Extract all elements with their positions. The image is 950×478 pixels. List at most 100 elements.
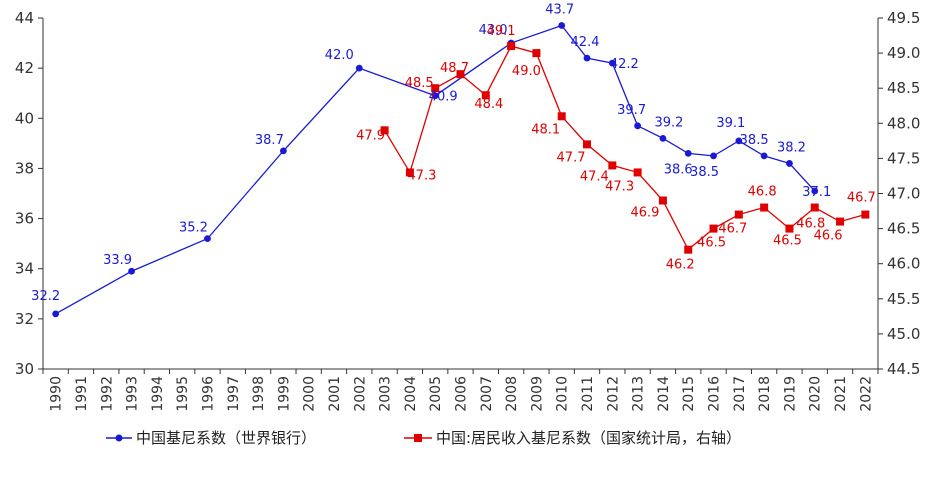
data-point-1-2016 <box>709 224 718 233</box>
data-point-0-1999 <box>279 147 287 155</box>
data-label-1-2015: 46.2 <box>666 258 695 273</box>
x-axis-tick-label: 2022 <box>858 376 874 412</box>
right-axis-tick-label: 44.5 <box>887 360 920 378</box>
x-axis-tick-label: 2015 <box>681 376 697 412</box>
data-point-0-2020 <box>811 187 819 195</box>
data-label-1-2020: 46.8 <box>796 217 825 232</box>
data-point-1-2008 <box>507 42 516 51</box>
right-axis-tick-label: 48.0 <box>887 114 920 132</box>
data-label-0-2017: 39.1 <box>716 116 745 131</box>
data-point-1-2009 <box>532 49 541 58</box>
x-axis-tick-label: 2019 <box>782 376 798 412</box>
right-axis-tick-label: 49.0 <box>887 44 920 62</box>
data-point-0-2016 <box>710 152 717 160</box>
data-point-0-2012 <box>608 59 616 67</box>
data-label-0-2010: 43.7 <box>545 3 574 18</box>
x-axis-tick-label: 1996 <box>200 376 216 412</box>
data-point-1-2020 <box>810 203 819 212</box>
data-label-1-2016: 46.5 <box>697 236 726 251</box>
right-axis-tick-label: 47.0 <box>887 185 920 203</box>
x-axis-tick-label: 2003 <box>378 376 394 412</box>
x-axis-tick-label: 2014 <box>656 376 672 412</box>
data-point-0-2018 <box>760 152 768 160</box>
data-point-0-2013 <box>634 122 642 130</box>
x-axis-tick-label: 2002 <box>352 376 368 412</box>
data-label-0-2019: 38.2 <box>777 140 806 155</box>
x-axis-tick-label: 2000 <box>302 376 318 412</box>
data-point-1-2006 <box>456 70 465 79</box>
data-label-1-2008: 49.1 <box>487 24 516 39</box>
data-point-0-2017 <box>735 137 743 145</box>
data-point-0-1990 <box>52 310 60 318</box>
x-axis-tick-label: 2020 <box>808 376 824 412</box>
right-axis-tick-label: 45.5 <box>887 290 920 308</box>
x-axis-tick-label: 1999 <box>276 376 292 412</box>
legend-marker-red <box>414 434 422 442</box>
legend-marker-blue <box>115 434 123 442</box>
left-axis-tick-label: 40 <box>15 109 34 127</box>
x-axis-tick-label: 2006 <box>454 376 470 412</box>
data-label-0-2016: 38.5 <box>690 165 719 180</box>
data-label-1-2005: 48.5 <box>405 76 434 91</box>
data-point-1-2022 <box>861 210 870 219</box>
legend-label-world-bank: 中国基尼系数（世界银行） <box>136 429 316 447</box>
left-axis-tick-label: 42 <box>15 59 34 77</box>
left-axis-tick-label: 44 <box>15 9 34 27</box>
x-axis-tick-label: 1994 <box>150 376 166 412</box>
data-label-0-2020: 37.1 <box>802 185 831 200</box>
data-point-1-2005 <box>431 84 440 93</box>
data-point-0-2015 <box>684 149 692 157</box>
data-point-1-2010 <box>557 112 566 121</box>
x-axis-tick-label: 1992 <box>99 376 115 412</box>
data-point-1-2012 <box>608 161 617 170</box>
data-point-1-2014 <box>658 196 667 205</box>
data-label-1-2003: 47.9 <box>356 128 385 143</box>
data-label-1-2010: 48.1 <box>531 122 560 137</box>
data-point-1-2017 <box>734 210 743 219</box>
legend: 中国基尼系数（世界银行） 中国:居民收入基尼系数（国家统计局，右轴） <box>106 429 741 447</box>
right-axis-tick-label: 49.5 <box>887 9 920 27</box>
data-label-0-1990: 32.2 <box>31 289 60 304</box>
data-point-1-2013 <box>633 168 642 177</box>
right-axis-tick-label: 47.5 <box>887 149 920 167</box>
data-point-0-1996 <box>204 235 211 243</box>
data-label-1-2004: 47.3 <box>407 168 436 183</box>
left-axis-tick-label: 30 <box>15 360 34 378</box>
x-axis-tick-label: 1993 <box>125 376 141 412</box>
left-axis-tick-label: 32 <box>15 310 34 328</box>
data-label-0-1999: 38.7 <box>255 133 284 148</box>
x-axis-tick-label: 2004 <box>403 376 419 412</box>
data-label-1-2014: 46.9 <box>630 206 659 221</box>
data-label-1-2012: 47.4 <box>580 169 609 184</box>
data-label-0-2015: 38.6 <box>664 162 693 177</box>
data-label-1-2007: 48.4 <box>474 97 503 112</box>
x-axis-tick-label: 2021 <box>833 376 849 412</box>
data-point-0-2011 <box>583 54 591 62</box>
right-axis-tick-label: 48.5 <box>887 79 920 97</box>
x-axis-tick-label: 2001 <box>327 376 343 412</box>
data-point-0-2019 <box>786 160 793 167</box>
x-axis-tick-label: 2008 <box>504 376 520 412</box>
left-axis-tick-label: 34 <box>15 260 34 278</box>
right-axis-tick-label: 45.0 <box>887 325 920 343</box>
data-point-0-2010 <box>558 22 566 29</box>
data-label-0-1996: 35.2 <box>179 221 208 236</box>
data-label-1-2017: 46.7 <box>718 222 747 237</box>
data-point-0-2002 <box>355 64 363 72</box>
data-label-1-2022: 46.7 <box>847 191 876 206</box>
legend-label-nbs: 中国:居民收入基尼系数（国家统计局，右轴） <box>436 429 741 447</box>
right-axis-tick-label: 46.0 <box>887 255 920 273</box>
data-point-1-2007 <box>481 91 490 100</box>
data-label-1-2021: 46.6 <box>814 229 843 244</box>
data-point-0-1993 <box>128 267 135 275</box>
left-axis-tick-label: 36 <box>15 210 34 228</box>
data-point-1-2011 <box>583 140 592 149</box>
x-axis-tick-label: 2018 <box>757 376 773 412</box>
series-line-1 <box>384 45 866 251</box>
x-axis-tick-label: 1995 <box>175 376 191 412</box>
data-point-1-2003 <box>380 126 389 135</box>
x-axis-tick-label: 2011 <box>580 376 596 412</box>
data-label-0-2018: 38.5 <box>740 133 769 148</box>
data-label-1-2019: 46.5 <box>773 234 802 249</box>
